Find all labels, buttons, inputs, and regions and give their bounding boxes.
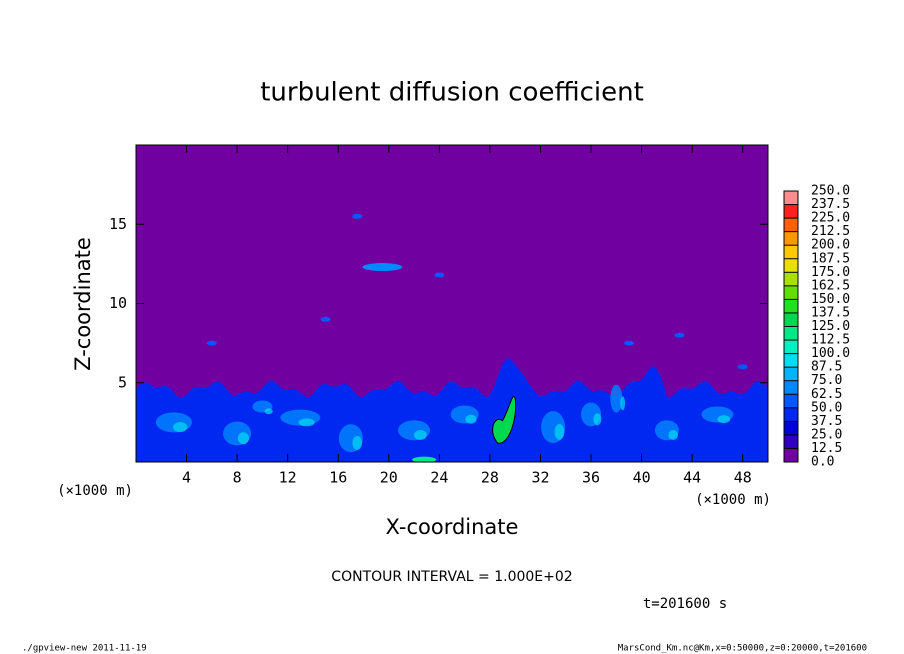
- x-tick-label: 32: [531, 469, 549, 487]
- colorbar-label: 237.5: [811, 197, 850, 212]
- colorbar-label: 62.5: [811, 387, 842, 402]
- colorbar-label: 250.0: [811, 184, 850, 199]
- colorbar-band: [784, 394, 798, 408]
- colorbar-label: 87.5: [811, 360, 842, 375]
- field-patch: [298, 418, 315, 427]
- field-patch: [414, 430, 427, 441]
- colorbar-label: 112.5: [811, 333, 850, 348]
- colorbar-band: [784, 312, 798, 327]
- colorbar-band: [784, 245, 798, 259]
- field-patch: [320, 316, 331, 322]
- field-patch: [206, 340, 217, 346]
- colorbar-label: 150.0: [811, 292, 850, 307]
- field-patch: [237, 432, 250, 445]
- field-patch: [412, 456, 437, 463]
- colorbar-band: [784, 367, 798, 381]
- colorbar-band: [784, 380, 798, 395]
- y-tick-label: 5: [118, 373, 127, 391]
- colorbar-band: [784, 231, 798, 246]
- y-tick-label: 10: [109, 294, 127, 312]
- field-patch: [737, 364, 748, 370]
- y-tick-label: 15: [109, 215, 127, 233]
- x-tick-label: 44: [683, 469, 701, 487]
- x-tick-label: 36: [582, 469, 600, 487]
- colorbar-label: 75.0: [811, 373, 842, 388]
- time-label: t=201600 s: [643, 596, 727, 612]
- colorbar-band: [784, 421, 798, 435]
- colorbar-label: 125.0: [811, 319, 850, 334]
- x-tick-label: 40: [633, 469, 651, 487]
- colorbar-band: [784, 285, 798, 300]
- contour-region: [492, 396, 517, 444]
- x-tick-label: 28: [481, 469, 499, 487]
- field-patch: [465, 414, 477, 424]
- colorbar-band: [784, 218, 798, 232]
- colorbar-label: 175.0: [811, 265, 850, 280]
- field-patch: [610, 384, 623, 413]
- colorbar-band: [784, 204, 798, 219]
- colorbar-band: [784, 434, 798, 449]
- x-tick-label: 12: [279, 469, 297, 487]
- x-tick-label: 24: [430, 469, 448, 487]
- colorbar-band: [784, 191, 798, 205]
- colorbar-label: 200.0: [811, 238, 850, 253]
- colorbar-label: 50.0: [811, 400, 842, 415]
- x-tick-label: 48: [734, 469, 752, 487]
- x-tick-label: 4: [182, 469, 191, 487]
- colorbar-label: 187.5: [811, 251, 850, 266]
- field-patch: [674, 332, 685, 338]
- colorbar-label: 212.5: [811, 224, 850, 239]
- field-patch: [264, 408, 273, 415]
- colorbar-label: 37.5: [811, 414, 842, 429]
- colorbar-label: 0.0: [811, 455, 834, 470]
- field-patch: [717, 415, 731, 424]
- y-axis-label: Z-coordinate: [71, 237, 95, 371]
- chart-title: turbulent diffusion coefficient: [260, 78, 644, 108]
- plot-area: [136, 145, 768, 463]
- colorbar-band: [784, 448, 798, 462]
- colorbar-band: [784, 272, 798, 286]
- field-patch: [668, 430, 678, 441]
- field-patch: [434, 272, 445, 278]
- footer-right: MarsCond_Km.nc@Km,x=0:50000,z=0:20000,t=…: [618, 644, 867, 654]
- colorbar-band: [784, 340, 798, 354]
- colorbar-label: 162.5: [811, 278, 850, 293]
- field-patch: [620, 396, 626, 411]
- footer-left: ./gpview-new 2011-11-19: [22, 644, 147, 654]
- x-axis-label: X-coordinate: [386, 515, 519, 539]
- colorbar-band: [784, 407, 798, 422]
- colorbar-label: 25.0: [811, 427, 842, 442]
- x-unit: (×1000 m): [695, 492, 771, 508]
- field-patch: [593, 413, 602, 426]
- colorbar-label: 100.0: [811, 346, 850, 361]
- field-layer: [136, 358, 768, 462]
- colorbar-band: [784, 353, 798, 368]
- colorbar-label: 12.5: [811, 441, 842, 456]
- field-patch: [352, 435, 363, 450]
- colorbar-label: 225.0: [811, 211, 850, 226]
- field-patch: [554, 423, 565, 440]
- x-tick-label: 8: [233, 469, 242, 487]
- x-tick-label: 16: [329, 469, 347, 487]
- field-patch: [352, 213, 363, 219]
- field-patch: [623, 340, 634, 346]
- field-patch: [173, 422, 188, 433]
- x-tick-label: 20: [380, 469, 398, 487]
- colorbar-label: 137.5: [811, 305, 850, 320]
- y-unit: (×1000 m): [57, 483, 133, 499]
- colorbar-band: [784, 299, 798, 313]
- contour-interval: CONTOUR INTERVAL = 1.000E+02: [331, 569, 572, 585]
- colorbar-band: [784, 258, 798, 273]
- colorbar-band: [784, 326, 798, 341]
- field-patch: [362, 263, 403, 272]
